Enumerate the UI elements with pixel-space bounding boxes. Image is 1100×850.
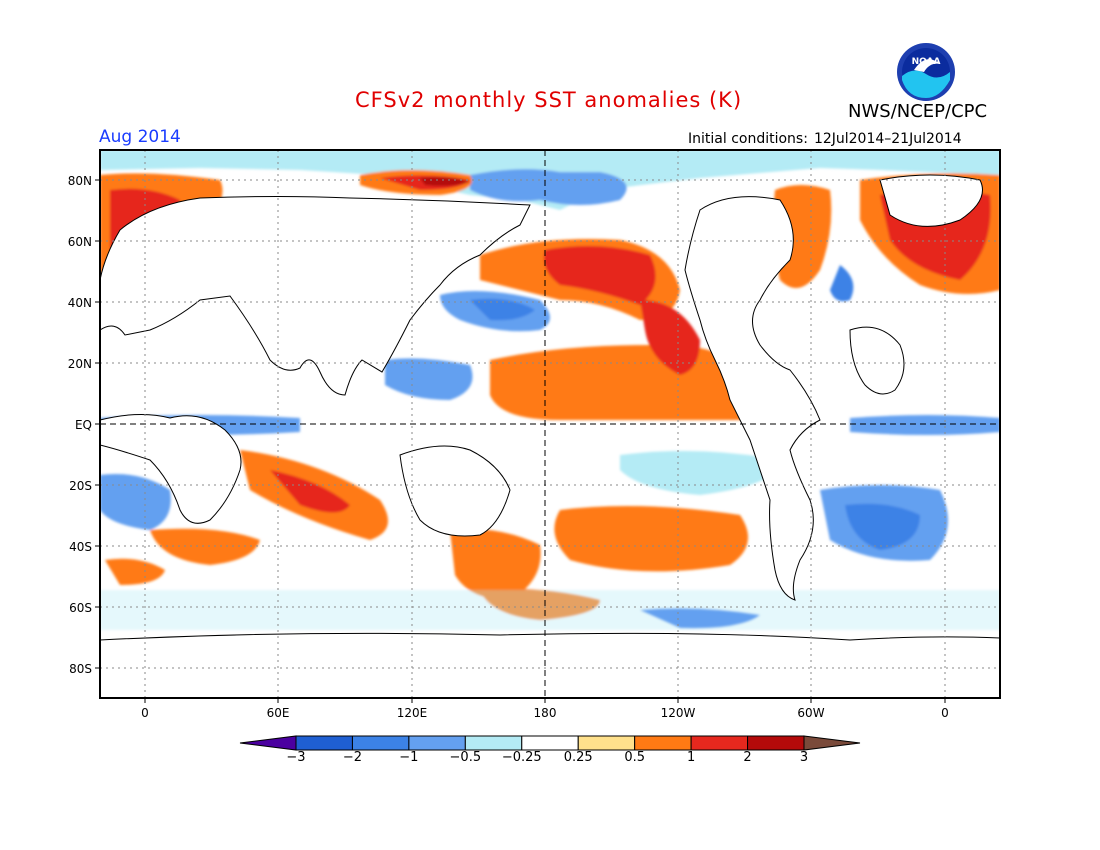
lon-tick-label: 60W [797,706,824,720]
colorbar-tick-label: 2 [743,750,752,765]
colorbar-tick-label: 0.5 [624,750,645,765]
colorbar-swatch [747,735,805,751]
lon-axis: 0 60E 120E 180 120W 60W 0 [141,706,949,720]
initial-conditions: Initial conditions: 12Jul2014–21Jul2014 [682,131,962,147]
colorbar-swatch [577,735,636,751]
lat-tick-label: 60S [69,601,92,615]
lat-tick-label: 40N [68,296,92,310]
agency-label: NWS/NCEP/CPC [848,101,988,122]
initial-conditions-value: 12Jul2014–21Jul2014 [813,131,962,147]
lon-tick-label: 180 [534,706,557,720]
colorbar-tick-label: 1 [686,750,696,765]
colorbar-tick-label: 3 [799,750,809,765]
lon-tick-label: 0 [941,706,949,720]
colorbar-swatch [464,735,523,751]
lon-ticks [144,698,946,703]
colorbar-labels: −3 −2 −1 −0.5 −0.25 0.25 0.5 1 2 3 [0,750,1100,770]
lat-tick-label: 80S [69,662,92,676]
colorbar-swatch [295,735,353,751]
noaa-logo-text: NOAA [912,57,941,67]
colorbar-tick-label: 0.25 [563,750,593,765]
colorbar-swatch [521,735,579,751]
colorbar-swatch [351,735,410,751]
colorbar-tick-label: −1 [399,750,419,765]
lon-tick-label: 120E [397,706,428,720]
lon-tick-label: 120W [661,706,696,720]
colorbar-swatch [408,735,466,751]
colorbar-tick-label: −0.25 [501,750,542,765]
chart-title: CFSv2 monthly SST anomalies (K) [355,88,743,112]
lat-tick-label: 80N [68,174,92,188]
initial-conditions-label: Initial conditions: [688,131,808,147]
colorbar-max-triangle [803,735,861,751]
colorbar [239,735,861,751]
lat-tick-label: 40S [69,540,92,554]
lat-tick-label: 20N [68,357,92,371]
colorbar-tick-label: −2 [342,750,363,765]
colorbar-tick-label: −0.5 [449,750,482,765]
lat-axis: 80N 60N 40N 20N EQ 20S 40S 60S 80S [68,174,92,676]
noaa-logo: NOAA [896,42,956,102]
graticule [100,150,1000,698]
forecast-month: Aug 2014 [99,127,181,147]
colorbar-swatch [690,735,749,751]
lat-tick-label: EQ [75,418,92,432]
lat-tick-label: 60N [68,235,92,249]
lat-ticks [95,179,100,669]
lon-tick-label: 60E [267,706,290,720]
lon-tick-label: 0 [141,706,149,720]
colorbar-swatch [634,735,692,751]
colorbar-min-triangle [239,735,297,751]
lat-tick-label: 20S [69,479,92,493]
land-masses [100,174,1000,698]
colorbar-tick-label: −3 [286,750,306,765]
